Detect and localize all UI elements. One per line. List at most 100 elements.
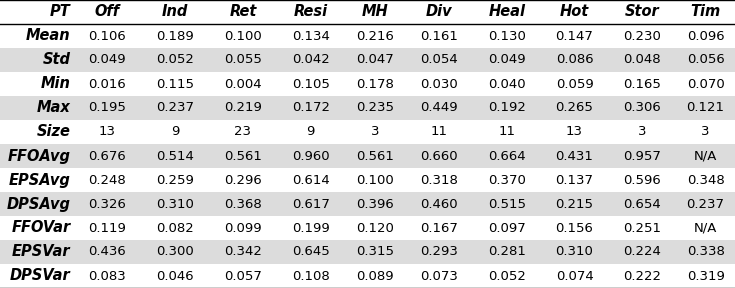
Text: 0.052: 0.052 xyxy=(488,270,526,283)
Text: N/A: N/A xyxy=(694,149,717,162)
Text: 9: 9 xyxy=(306,126,315,139)
Text: 0.046: 0.046 xyxy=(157,270,194,283)
Text: 0.259: 0.259 xyxy=(157,173,194,187)
Text: 0.319: 0.319 xyxy=(686,270,725,283)
Text: 0.230: 0.230 xyxy=(623,29,662,43)
Text: 0.251: 0.251 xyxy=(623,221,662,234)
Text: 0.293: 0.293 xyxy=(420,245,458,259)
Text: 0.676: 0.676 xyxy=(88,149,126,162)
Text: FFOVar: FFOVar xyxy=(11,221,71,236)
Text: 0.106: 0.106 xyxy=(88,29,126,43)
Text: 11: 11 xyxy=(431,126,448,139)
Text: 0.097: 0.097 xyxy=(488,221,526,234)
Text: 0.120: 0.120 xyxy=(356,221,394,234)
Text: 3: 3 xyxy=(638,126,647,139)
Text: 0.137: 0.137 xyxy=(556,173,594,187)
Text: 0.368: 0.368 xyxy=(224,198,262,211)
Text: 0.436: 0.436 xyxy=(88,245,126,259)
Text: Stor: Stor xyxy=(625,5,660,20)
Text: 0.296: 0.296 xyxy=(224,173,262,187)
Text: Heal: Heal xyxy=(488,5,526,20)
Text: Ret: Ret xyxy=(229,5,257,20)
Text: 9: 9 xyxy=(171,126,179,139)
Text: 0.099: 0.099 xyxy=(224,221,262,234)
Text: 0.119: 0.119 xyxy=(88,221,126,234)
Text: 0.645: 0.645 xyxy=(292,245,329,259)
Text: 0.056: 0.056 xyxy=(686,54,725,67)
Text: 0.614: 0.614 xyxy=(292,173,329,187)
Bar xyxy=(0,264,735,288)
Text: 0.059: 0.059 xyxy=(556,77,593,90)
Text: Min: Min xyxy=(40,77,71,92)
Text: 13: 13 xyxy=(99,126,116,139)
Text: 0.224: 0.224 xyxy=(623,245,662,259)
Text: 0.048: 0.048 xyxy=(623,54,661,67)
Text: 0.281: 0.281 xyxy=(488,245,526,259)
Text: 0.030: 0.030 xyxy=(420,77,458,90)
Text: 0.189: 0.189 xyxy=(157,29,194,43)
Text: PT: PT xyxy=(50,5,71,20)
Bar xyxy=(0,0,735,24)
Text: 0.040: 0.040 xyxy=(488,77,526,90)
Text: 0.664: 0.664 xyxy=(488,149,526,162)
Text: 0.165: 0.165 xyxy=(623,77,662,90)
Text: 0.052: 0.052 xyxy=(157,54,194,67)
Text: Mean: Mean xyxy=(26,29,71,43)
Text: Tim: Tim xyxy=(690,5,721,20)
Text: 0.310: 0.310 xyxy=(157,198,194,211)
Text: 0.070: 0.070 xyxy=(686,77,725,90)
Text: 0.147: 0.147 xyxy=(556,29,593,43)
Text: Max: Max xyxy=(37,101,71,115)
Text: Hot: Hot xyxy=(560,5,589,20)
Text: 0.042: 0.042 xyxy=(292,54,329,67)
Text: 0.108: 0.108 xyxy=(292,270,329,283)
Text: 0.049: 0.049 xyxy=(488,54,526,67)
Text: DPSAvg: DPSAvg xyxy=(7,196,71,211)
Bar xyxy=(0,168,735,192)
Bar xyxy=(0,24,735,48)
Text: 3: 3 xyxy=(701,126,710,139)
Text: 0.515: 0.515 xyxy=(488,198,526,211)
Bar xyxy=(0,240,735,264)
Text: 0.016: 0.016 xyxy=(88,77,126,90)
Text: 0.342: 0.342 xyxy=(224,245,262,259)
Text: 0.960: 0.960 xyxy=(292,149,329,162)
Text: 0.957: 0.957 xyxy=(623,149,662,162)
Text: 0.047: 0.047 xyxy=(356,54,394,67)
Text: 0.195: 0.195 xyxy=(88,101,126,115)
Text: Off: Off xyxy=(95,5,120,20)
Text: 0.100: 0.100 xyxy=(224,29,262,43)
Text: 0.130: 0.130 xyxy=(488,29,526,43)
Text: 0.199: 0.199 xyxy=(292,221,329,234)
Text: 0.167: 0.167 xyxy=(420,221,458,234)
Bar xyxy=(0,72,735,96)
Text: 0.596: 0.596 xyxy=(623,173,662,187)
Text: 0.561: 0.561 xyxy=(356,149,394,162)
Text: EPSVar: EPSVar xyxy=(12,245,71,259)
Text: Size: Size xyxy=(37,124,71,139)
Text: 0.396: 0.396 xyxy=(356,198,394,211)
Text: 0.460: 0.460 xyxy=(420,198,458,211)
Text: 0.654: 0.654 xyxy=(623,198,662,211)
Text: MH: MH xyxy=(362,5,388,20)
Text: Div: Div xyxy=(426,5,452,20)
Text: 0.561: 0.561 xyxy=(224,149,262,162)
Text: 0.096: 0.096 xyxy=(686,29,725,43)
Text: 0.054: 0.054 xyxy=(420,54,458,67)
Text: 0.215: 0.215 xyxy=(556,198,594,211)
Text: 0.318: 0.318 xyxy=(420,173,458,187)
Text: 0.172: 0.172 xyxy=(292,101,330,115)
Text: 0.105: 0.105 xyxy=(292,77,330,90)
Text: 0.219: 0.219 xyxy=(224,101,262,115)
Bar xyxy=(0,48,735,72)
Text: N/A: N/A xyxy=(694,221,717,234)
Text: 0.370: 0.370 xyxy=(488,173,526,187)
Text: 0.348: 0.348 xyxy=(686,173,725,187)
Text: 0.121: 0.121 xyxy=(686,101,725,115)
Text: 0.134: 0.134 xyxy=(292,29,330,43)
Text: 0.300: 0.300 xyxy=(157,245,194,259)
Text: 0.082: 0.082 xyxy=(157,221,194,234)
Text: 0.248: 0.248 xyxy=(88,173,126,187)
Text: 0.306: 0.306 xyxy=(623,101,662,115)
Text: 0.049: 0.049 xyxy=(89,54,126,67)
